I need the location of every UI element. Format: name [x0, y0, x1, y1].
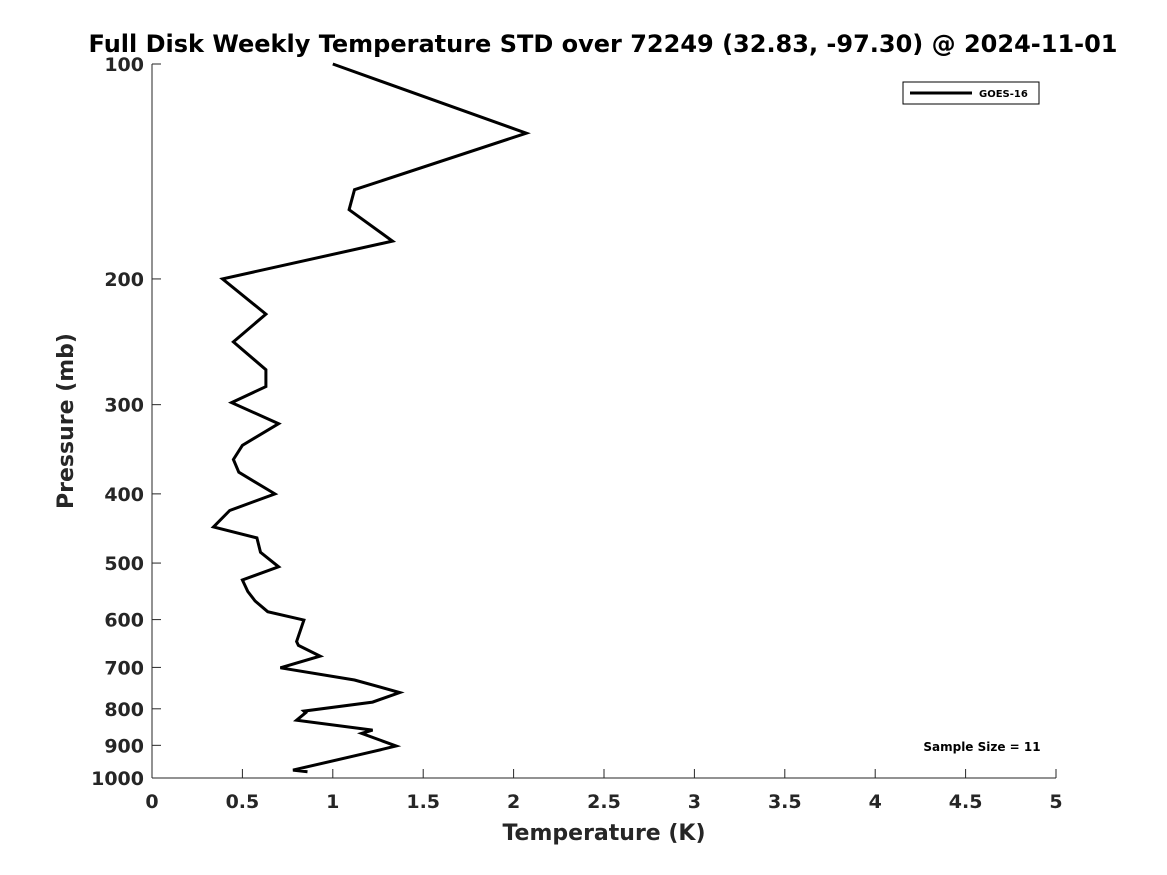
y-tick-label: 900 [104, 735, 144, 757]
y-axis-ticks: 100 200 300 400 500 600 700 800 900 1000 [91, 54, 161, 790]
series-line-goes-16 [210, 62, 531, 774]
x-tick-label: 2 [507, 791, 520, 813]
x-axis-ticks: 0 0.5 1 1.5 2 2.5 3 3.5 4 4.5 5 [145, 769, 1063, 813]
y-tick-label: 300 [104, 395, 144, 417]
x-tick-label: 1 [326, 791, 339, 813]
y-tick-label: 500 [104, 553, 144, 575]
x-axis-label: Temperature (K) [502, 821, 705, 846]
y-tick-label: 600 [104, 610, 144, 632]
y-axis-label: Pressure (mb) [54, 333, 79, 509]
x-tick-label: 5 [1049, 791, 1062, 813]
x-tick-label: 0.5 [226, 791, 260, 813]
y-tick-label: 800 [104, 699, 144, 721]
x-tick-label: 4.5 [949, 791, 983, 813]
legend: GOES-16 [902, 81, 1040, 105]
legend-label-goes-16: GOES-16 [979, 89, 1028, 100]
y-tick-label: 400 [104, 484, 144, 506]
x-tick-label: 3 [688, 791, 701, 813]
x-tick-label: 2.5 [587, 791, 621, 813]
x-tick-label: 0 [145, 791, 158, 813]
chart-title: Full Disk Weekly Temperature STD over 72… [89, 30, 1118, 58]
axes [151, 64, 1056, 779]
y-tick-label: 200 [104, 269, 144, 291]
y-tick-label: 1000 [91, 768, 144, 790]
x-tick-label: 3.5 [768, 791, 802, 813]
x-tick-label: 4 [869, 791, 882, 813]
y-tick-label: 100 [104, 54, 144, 76]
y-tick-label: 700 [104, 657, 144, 679]
sample-size-annotation: Sample Size = 11 [923, 740, 1040, 754]
x-tick-label: 1.5 [406, 791, 440, 813]
series-layer [210, 62, 531, 774]
